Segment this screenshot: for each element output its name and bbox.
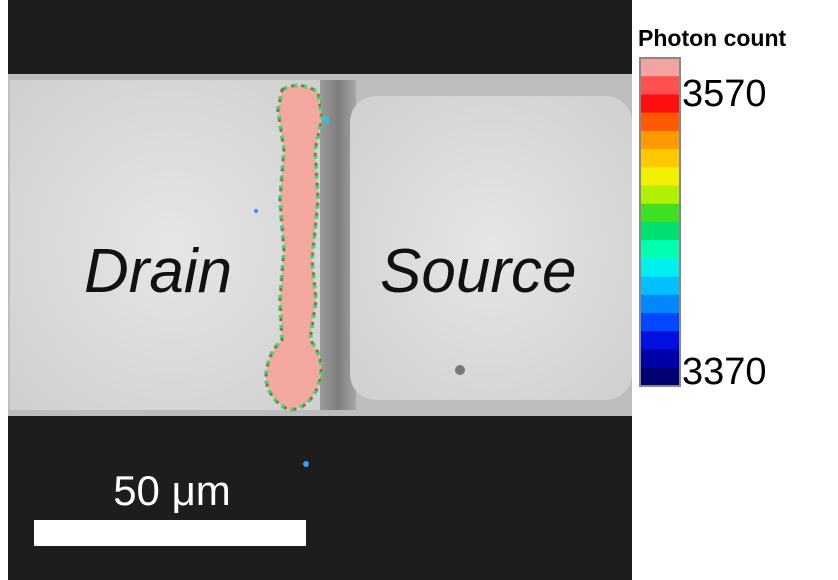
colorbar-title: Photon count <box>638 25 787 51</box>
colorbar-step <box>640 204 680 223</box>
colorbar-step <box>640 258 680 277</box>
colorbar-step <box>640 313 680 332</box>
colorbar-step <box>640 222 680 241</box>
speck <box>303 461 309 467</box>
source-label: Source <box>380 237 576 306</box>
speck <box>254 209 258 213</box>
colorbar-step <box>640 58 680 77</box>
colorbar-step <box>640 113 680 132</box>
particle <box>455 365 465 375</box>
colorbar-step <box>640 131 680 150</box>
colorbar-step <box>640 350 680 369</box>
colorbar-max: 3570 <box>682 73 767 115</box>
colorbar-step <box>640 295 680 314</box>
colorbar-step <box>640 331 680 350</box>
figure: Drain Source 50 μm Photon count 3570 337… <box>0 0 838 580</box>
colorbar-step <box>640 368 680 387</box>
speck <box>323 117 329 123</box>
colorbar-step <box>640 94 680 113</box>
colorbar-step <box>640 277 680 296</box>
colorbar-step <box>640 76 680 95</box>
scale-bar <box>34 520 306 546</box>
colorbar-step <box>640 149 680 168</box>
colorbar-step <box>640 167 680 186</box>
drain-label: Drain <box>84 237 232 306</box>
micrograph: Drain Source 50 μm <box>8 0 632 580</box>
colorbar-min: 3370 <box>682 351 767 393</box>
colorbar-step <box>640 240 680 259</box>
colorbar-step <box>640 186 680 205</box>
page: Drain Source 50 μm Photon count 3570 337… <box>0 0 838 580</box>
scale-bar-label: 50 μm <box>113 467 231 514</box>
colorbar <box>640 58 680 387</box>
